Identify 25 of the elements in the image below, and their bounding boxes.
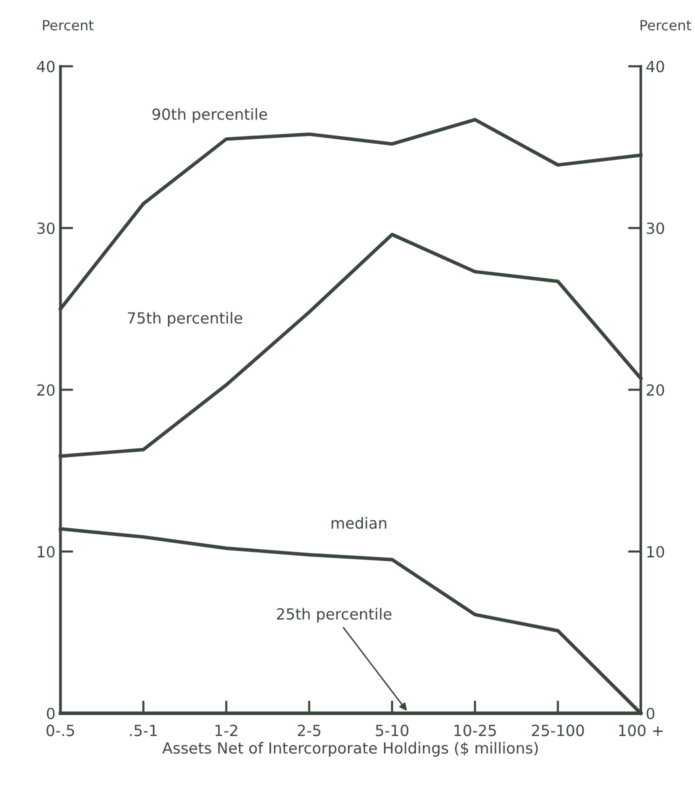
x-tick-label: 1-2 [215,724,238,736]
y2-tick-label: 20 [646,384,664,396]
x-tick-label: 5-10 [376,724,408,736]
x-tick-label: 25-100 [532,724,584,736]
y-tick-label: 0 [46,708,55,720]
y-axis-title: Percent [43,20,94,30]
x-tick-label: 2-5 [298,724,320,736]
series-label: 90th percentile [152,108,268,123]
x-tick-label: .5-1 [130,724,157,736]
text: 75th percentile [128,312,242,327]
x-tick-label: 10-25 [454,724,496,736]
text: 25th percentile [276,608,392,623]
x-tick-label: 100 + [619,724,663,736]
y-tick-label: 10 [38,546,55,558]
x-tick-label: 0-.5 [46,724,74,736]
y2-axis-title: Percent [640,20,692,30]
y-tick-label: 40 [36,60,55,72]
y2-tick-label: 30 [646,222,664,234]
y2-tick-label: 40 [646,60,664,72]
x-axis-title: Assets Net of Intercorporate Holdings ($ millions) [162,742,538,757]
y-tick-label: 30 [37,222,55,234]
series-label: median [332,516,386,529]
y-tick-label: 20 [37,384,55,396]
y2-tick-label: 0 [646,708,654,720]
y2-tick-label: 10 [647,546,664,558]
